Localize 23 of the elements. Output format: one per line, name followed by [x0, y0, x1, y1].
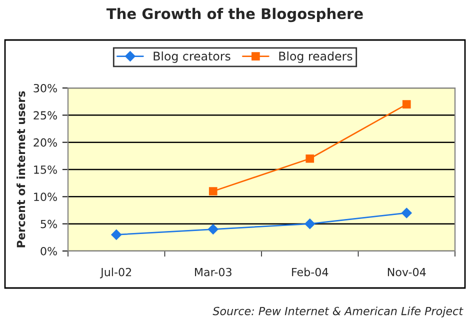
point — [304, 218, 315, 229]
y-tick-label: 10% — [34, 192, 57, 202]
point — [208, 224, 218, 234]
x-tick-label: Mar-03 — [195, 268, 232, 276]
point — [402, 100, 411, 108]
point — [402, 208, 412, 218]
y-tick-label: 30% — [34, 84, 57, 92]
y-axis-title: Percent of internet users — [16, 91, 26, 248]
y-tick-label: 5% — [40, 220, 57, 228]
y-tick-label: 25% — [34, 111, 57, 120]
chart-title: The Growth of the Blogosphere — [106, 8, 363, 22]
x-tick-label: Nov-04 — [388, 268, 426, 276]
y-tick-label: 15% — [34, 165, 57, 174]
source-note: Source: Pew Internet & American Life Project — [212, 306, 464, 318]
x-tick-label: Jul-02 — [100, 268, 132, 278]
point — [208, 187, 218, 196]
legend-label: Blog readers — [279, 51, 352, 63]
y-tick-label: 0% — [40, 246, 57, 256]
point — [111, 230, 122, 240]
x-tick-label: Feb-04 — [292, 268, 328, 276]
point — [306, 154, 314, 163]
y-tick-label: 20% — [34, 138, 57, 147]
legend-label: Blog creators — [154, 51, 230, 63]
